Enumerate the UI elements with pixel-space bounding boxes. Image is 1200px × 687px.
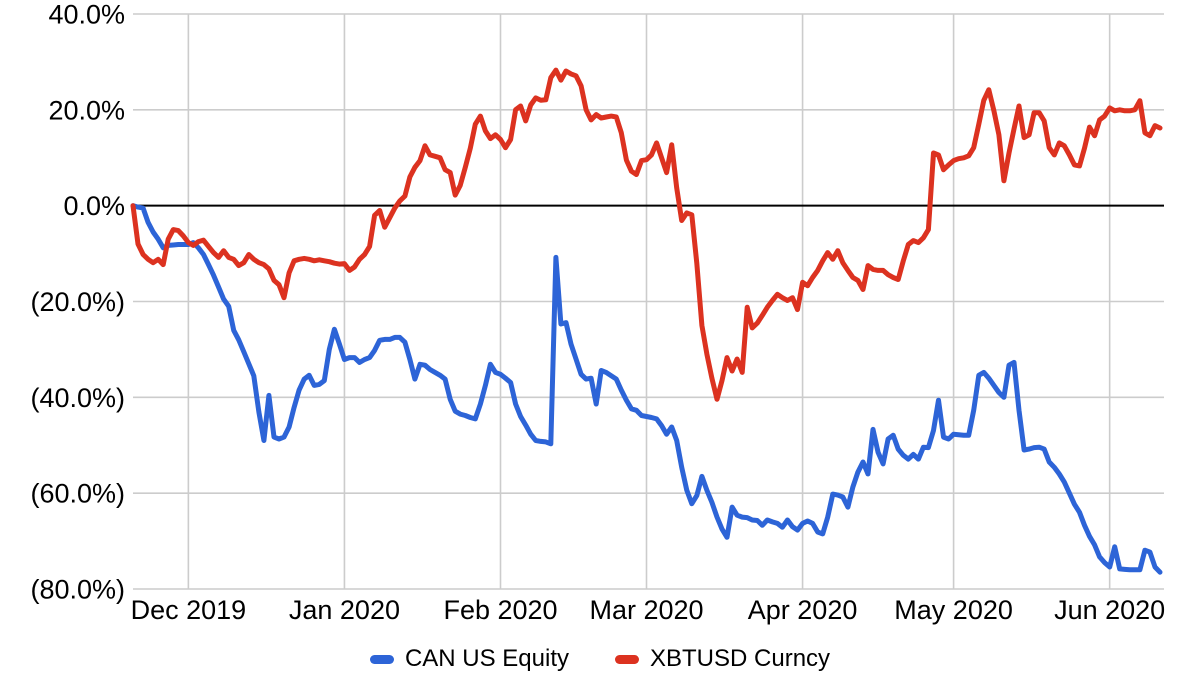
y-axis-label: (40.0%) [30, 383, 125, 413]
legend-swatch-red [615, 654, 639, 664]
y-axis-label: 20.0% [48, 95, 125, 125]
legend-label: XBTUSD Curncy [650, 645, 831, 672]
y-axis-label: (20.0%) [30, 287, 125, 317]
series-line-xbtusd-curncy [130, 67, 1163, 402]
legend-swatch-blue [369, 654, 394, 664]
x-axis-label: Jan 2020 [289, 595, 400, 625]
y-axis-label: (80.0%) [30, 575, 125, 605]
x-axis-label: Dec 2019 [131, 595, 247, 625]
x-axis-label: Apr 2020 [748, 595, 858, 625]
chart-legend: CAN US Equity XBTUSD Curncy [0, 645, 1200, 673]
y-axis-label: 0.0% [63, 191, 125, 221]
x-axis-label: Mar 2020 [589, 595, 703, 625]
y-axis-label: 40.0% [48, 0, 125, 30]
legend-item-can-us-equity: CAN US Equity [369, 645, 569, 673]
legend-item-xbtusd-curncy: XBTUSD Curncy [615, 645, 830, 673]
gridlines [133, 13, 1164, 590]
x-axis-label: Feb 2020 [443, 595, 557, 625]
x-axis-label: May 2020 [894, 595, 1013, 625]
x-axis-label: Jun 2020 [1054, 595, 1165, 625]
series-line-can-us-equity [130, 203, 1163, 575]
y-axis-label: (60.0%) [30, 479, 125, 509]
legend-label: CAN US Equity [404, 645, 569, 672]
